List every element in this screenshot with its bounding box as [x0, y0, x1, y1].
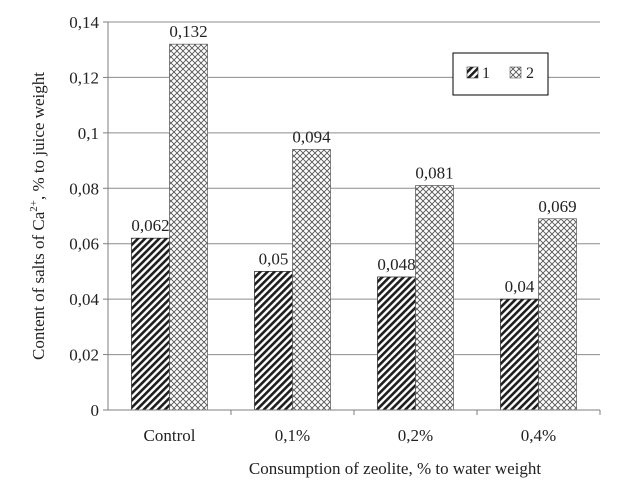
x-tick-label: 0,2%	[398, 426, 433, 445]
legend-swatch-series-1	[466, 66, 479, 79]
bar-series-2	[538, 218, 577, 411]
x-axis-ticks: Control 0,1% 0,2% 0,4%	[144, 410, 601, 445]
bar-value-label: 0,05	[259, 249, 289, 268]
bar-series-2	[415, 185, 454, 411]
bar-value-label: 0,132	[169, 22, 207, 41]
y-tick-label: 0,04	[69, 290, 99, 309]
bar-series-1	[500, 298, 539, 411]
y-tick-label: 0,1	[78, 124, 99, 143]
bar-value-label: 0,04	[505, 277, 535, 296]
bar-value-label: 0,048	[377, 255, 415, 274]
bar-series-1	[254, 271, 293, 411]
bar-value-label: 0,081	[415, 164, 453, 183]
bar-value-label: 0,069	[538, 197, 576, 216]
y-tick-label: 0,08	[69, 179, 99, 198]
y-tick-label: 0,12	[69, 68, 99, 87]
y-axis-label: Content of salts of Ca2+, % to juice wei…	[28, 72, 48, 360]
bar-series-2	[292, 149, 331, 411]
y-tick-label: 0,14	[69, 13, 99, 32]
bar-data-labels: 0,062 0,132 0,05 0,094 0,048 0,081 0,04 0,069	[131, 22, 576, 296]
bars	[131, 43, 577, 411]
y-axis-label-prefix: Content of salts of Ca	[29, 211, 48, 360]
bar-series-2	[169, 43, 208, 411]
legend-label-series-2: 2	[526, 65, 534, 82]
y-tick-label: 0,06	[69, 235, 99, 254]
x-tick-label: Control	[144, 426, 196, 445]
x-axis-label: Consumption of zeolite, % to water weigh…	[249, 459, 542, 478]
y-axis-ticks: 0 0,02 0,04 0,06 0,08 0,1 0,12 0,14	[69, 13, 108, 420]
y-axis-label-suffix: , % to juice weight	[29, 72, 48, 200]
legend-swatch-series-2	[509, 66, 522, 79]
y-tick-label: 0	[91, 401, 100, 420]
y-tick-label: 0,02	[69, 346, 99, 365]
legend-label-series-1: 1	[482, 65, 490, 82]
y-axis-label-superscript: 2+	[28, 200, 40, 212]
bar-value-label: 0,094	[292, 127, 331, 146]
bar-value-label: 0,062	[131, 216, 169, 235]
x-tick-label: 0,1%	[275, 426, 310, 445]
legend: 1 2	[452, 52, 549, 96]
bar-series-1	[131, 237, 170, 411]
x-tick-label: 0,4%	[521, 426, 556, 445]
bar-series-1	[377, 276, 416, 411]
